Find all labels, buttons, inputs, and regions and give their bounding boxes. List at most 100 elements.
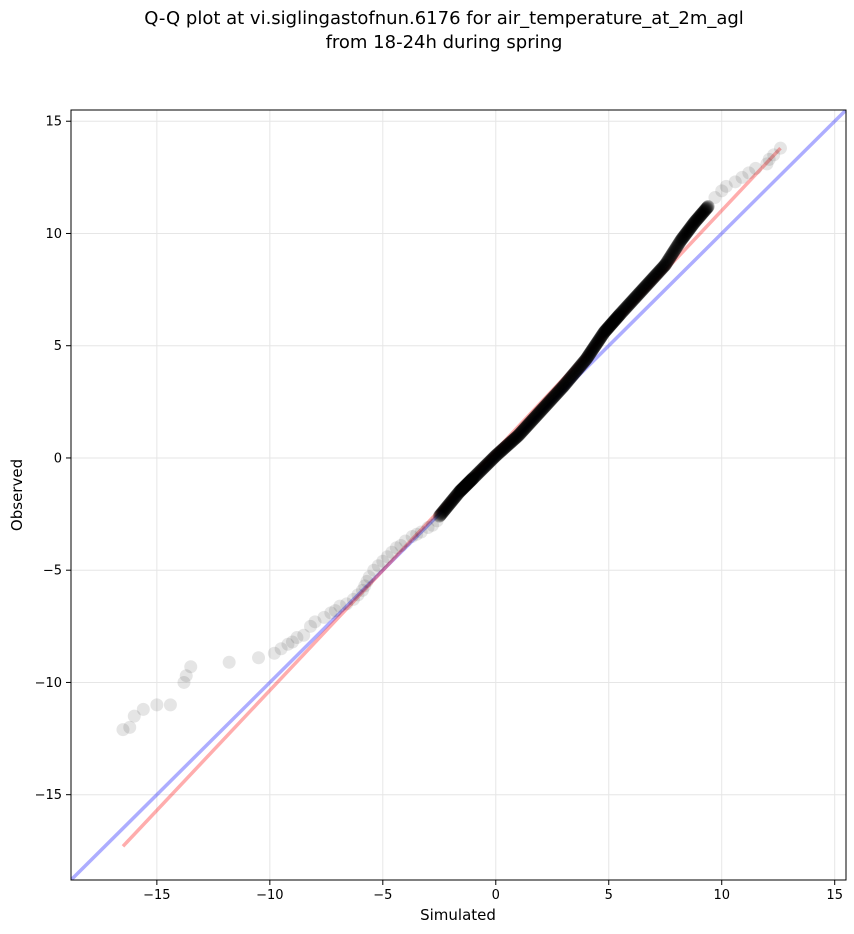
data-point [458, 479, 472, 493]
data-point [654, 263, 668, 277]
data-point [495, 443, 509, 457]
data-point [462, 475, 476, 489]
y-tick-label: −15 [35, 788, 62, 803]
data-point [492, 445, 506, 459]
data-point [601, 320, 615, 334]
data-point [668, 243, 682, 257]
data-point [510, 430, 524, 444]
data-point [659, 257, 673, 271]
data-point [584, 345, 598, 359]
data-point [520, 420, 534, 434]
data-point [637, 281, 651, 295]
data-point [497, 441, 511, 455]
data-point [457, 480, 471, 494]
data-point [685, 219, 699, 233]
data-point [435, 506, 449, 520]
data-point [634, 285, 648, 299]
data-point [471, 467, 485, 481]
data-point [633, 286, 647, 300]
data-point [436, 504, 450, 518]
data-point [577, 355, 591, 369]
data-point [496, 442, 510, 456]
data-point [680, 226, 694, 240]
data-point [580, 351, 594, 365]
data-point [470, 467, 484, 481]
data-point [683, 221, 697, 235]
data-point [742, 166, 756, 180]
data-point [461, 477, 475, 491]
data-point [554, 381, 568, 395]
data-point [498, 441, 512, 455]
data-point [576, 356, 590, 370]
data-point [438, 502, 452, 516]
data-point [655, 261, 669, 275]
data-point [698, 203, 712, 217]
data-point [466, 471, 480, 485]
data-point [556, 380, 570, 394]
data-point [654, 263, 668, 277]
data-point [694, 207, 708, 221]
data-point [671, 238, 685, 252]
data-point [708, 191, 722, 205]
data-point [465, 472, 479, 486]
data-point [525, 413, 539, 427]
data-point [522, 417, 536, 431]
x-tick-label: −5 [373, 888, 392, 903]
data-point [527, 411, 541, 425]
data-point [614, 306, 628, 320]
data-point [442, 497, 456, 511]
data-point [463, 474, 477, 488]
data-point [501, 438, 515, 452]
data-point [631, 287, 645, 301]
data-point [505, 434, 519, 448]
data-point [608, 313, 622, 327]
data-point [600, 323, 614, 337]
data-point [640, 277, 654, 291]
data-point [691, 211, 705, 225]
data-point [637, 281, 651, 295]
data-point [701, 200, 715, 214]
data-point [684, 220, 698, 234]
data-point [595, 329, 609, 343]
data-point [470, 467, 484, 481]
data-point [570, 363, 584, 377]
data-point [625, 294, 639, 308]
data-point [645, 273, 659, 287]
data-point [457, 480, 471, 494]
data-point [635, 283, 649, 297]
data-point [517, 422, 531, 436]
data-point [435, 506, 449, 520]
data-point [636, 283, 650, 297]
data-point [582, 349, 596, 363]
data-point [463, 475, 477, 489]
data-point [611, 310, 625, 324]
data-point [285, 635, 299, 649]
data-point [685, 219, 699, 233]
data-point [491, 447, 505, 461]
data-point [692, 210, 706, 224]
data-point [380, 550, 394, 564]
data-point [587, 340, 601, 354]
data-point [496, 443, 510, 457]
data-point [524, 415, 538, 429]
data-point [560, 375, 574, 389]
data-point [668, 242, 682, 256]
data-point [604, 317, 618, 331]
data-point [535, 402, 549, 416]
data-point [560, 375, 574, 389]
data-point [658, 258, 672, 272]
data-point [469, 469, 483, 483]
data-point [469, 469, 483, 483]
data-point [587, 341, 601, 355]
data-point [516, 424, 530, 438]
data-point [598, 325, 612, 339]
data-point [646, 271, 660, 285]
data-point [485, 453, 499, 467]
data-point [630, 289, 644, 303]
data-point [609, 312, 623, 326]
data-point [542, 395, 556, 409]
data-point [592, 333, 606, 347]
data-point [512, 428, 526, 442]
data-point [490, 447, 504, 461]
data-point [290, 631, 304, 645]
